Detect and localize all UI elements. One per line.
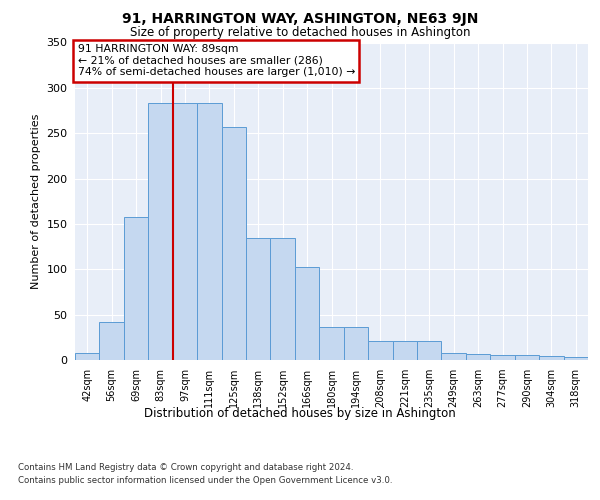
Bar	[197, 104, 221, 360]
Text: Size of property relative to detached houses in Ashington: Size of property relative to detached ho…	[130, 26, 470, 39]
Text: Contains HM Land Registry data © Crown copyright and database right 2024.: Contains HM Land Registry data © Crown c…	[18, 462, 353, 471]
Text: Distribution of detached houses by size in Ashington: Distribution of detached houses by size …	[144, 408, 456, 420]
Bar	[246, 238, 271, 360]
Bar	[539, 356, 563, 360]
Bar	[344, 328, 368, 360]
Bar	[75, 352, 100, 360]
Bar	[442, 352, 466, 360]
Bar	[173, 104, 197, 360]
Text: Contains public sector information licensed under the Open Government Licence v3: Contains public sector information licen…	[18, 476, 392, 485]
Bar	[148, 104, 173, 360]
Bar	[490, 354, 515, 360]
Y-axis label: Number of detached properties: Number of detached properties	[31, 114, 41, 289]
Bar	[295, 266, 319, 360]
Text: 91, HARRINGTON WAY, ASHINGTON, NE63 9JN: 91, HARRINGTON WAY, ASHINGTON, NE63 9JN	[122, 12, 478, 26]
Bar	[417, 341, 442, 360]
Bar	[124, 216, 148, 360]
Bar	[392, 341, 417, 360]
Bar	[319, 328, 344, 360]
Bar	[466, 354, 490, 360]
Bar	[563, 358, 588, 360]
Bar	[100, 322, 124, 360]
Text: 91 HARRINGTON WAY: 89sqm
← 21% of detached houses are smaller (286)
74% of semi-: 91 HARRINGTON WAY: 89sqm ← 21% of detach…	[77, 44, 355, 78]
Bar	[221, 127, 246, 360]
Bar	[271, 238, 295, 360]
Bar	[515, 356, 539, 360]
Bar	[368, 341, 392, 360]
